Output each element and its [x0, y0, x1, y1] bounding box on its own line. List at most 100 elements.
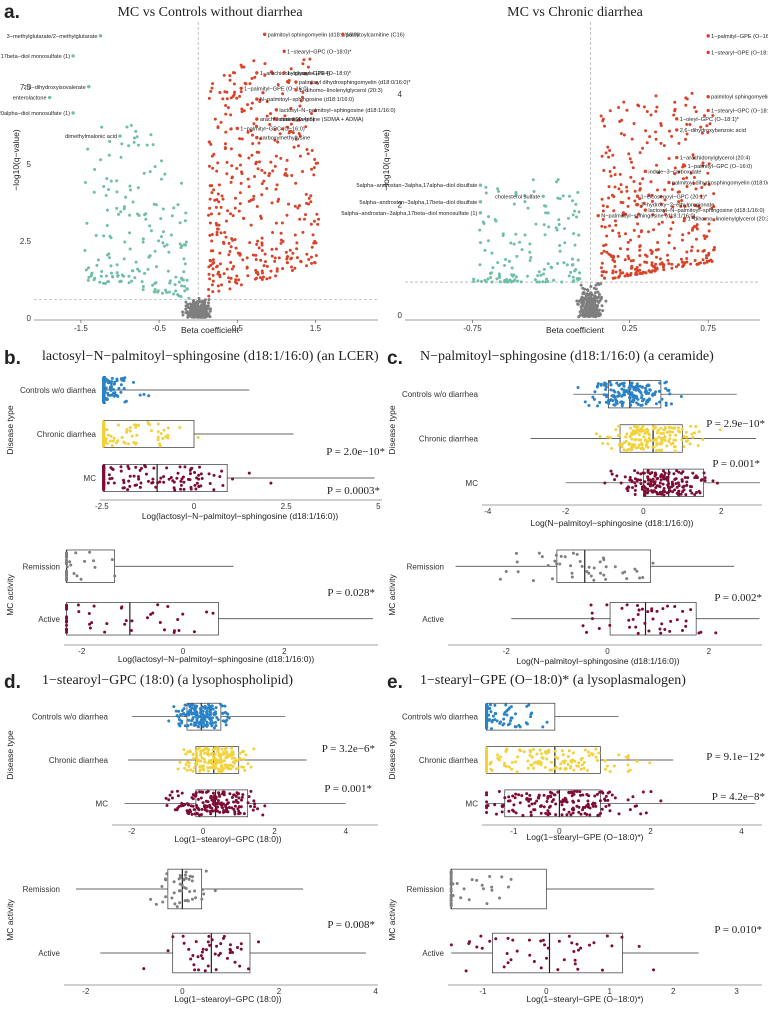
c1-point	[662, 493, 666, 497]
d2-point	[202, 892, 206, 896]
volcano2-point	[688, 123, 692, 127]
e1-point	[580, 763, 584, 767]
volcano1-point	[141, 284, 145, 288]
volcano2-point	[642, 201, 646, 205]
volcano1-point	[140, 280, 144, 284]
volcano1-point-label: enterolactone	[13, 96, 47, 102]
d1-point	[232, 793, 236, 797]
c1-point	[608, 380, 612, 384]
volcano2-point	[627, 152, 631, 156]
volcano2-point	[600, 251, 604, 255]
volcano1-point	[304, 192, 308, 196]
e2-point	[541, 938, 545, 942]
volcano2-point	[645, 141, 649, 145]
c1-point	[698, 491, 702, 495]
d1-point	[220, 765, 224, 769]
c1-point	[659, 426, 663, 430]
volcano1-point	[226, 106, 230, 110]
b1-point	[152, 466, 156, 470]
c1-point	[627, 392, 631, 396]
c1-point	[617, 392, 621, 396]
e1-point	[485, 719, 489, 723]
c1-point	[625, 432, 629, 436]
b1-point	[132, 380, 136, 384]
b1-point	[109, 382, 113, 386]
d1-point	[214, 712, 218, 716]
e1-point	[485, 704, 489, 708]
volcano1-point	[240, 137, 244, 141]
c1-point	[635, 385, 639, 389]
c1-point	[680, 438, 684, 442]
volcano2-point	[537, 280, 541, 284]
c1-point	[630, 479, 634, 483]
c1-point	[633, 469, 637, 473]
b1-point	[108, 477, 112, 481]
c2-point	[650, 607, 654, 611]
volcano2-point	[670, 134, 674, 138]
d1-point	[220, 747, 224, 751]
e2-point	[480, 883, 484, 887]
volcano1-labelled-point	[282, 49, 286, 53]
volcano2-point	[712, 248, 716, 252]
volcano1-point	[229, 147, 233, 151]
volcano2-point	[707, 229, 711, 233]
volcano1-point	[217, 183, 221, 187]
volcano2-point	[547, 225, 551, 229]
c1-point	[617, 384, 621, 388]
volcano1-labelled-point	[255, 97, 259, 101]
volcano2-point	[647, 269, 651, 273]
d2-point	[188, 874, 192, 878]
e1-point	[573, 759, 577, 763]
volcano1-point	[137, 213, 141, 217]
e1-point	[526, 759, 530, 763]
volcano2-point	[478, 228, 482, 232]
c1-point	[616, 433, 620, 437]
d2-x-tick-label: 4	[373, 987, 378, 996]
c1-point	[655, 484, 659, 488]
b1-point	[207, 472, 211, 476]
c2-point	[646, 610, 650, 614]
d1-point	[221, 711, 225, 715]
volcano1-point	[193, 308, 197, 312]
volcano1-point	[269, 160, 273, 164]
d1-point	[195, 812, 199, 816]
d1-point	[188, 711, 192, 715]
d1-point	[183, 803, 187, 807]
c1-point	[612, 403, 616, 407]
volcano2-point	[572, 232, 576, 236]
d1-point	[178, 718, 182, 722]
d1-point	[190, 812, 194, 816]
b1-point	[122, 478, 126, 482]
e2-point	[490, 885, 494, 889]
volcano1-point	[290, 268, 294, 272]
c1-point	[703, 479, 707, 483]
volcano1-point-label: palmitoyl sphingomyelin (d18:1/16:0)	[268, 32, 359, 38]
volcano2-point	[594, 287, 598, 291]
volcano1-point-label: 1−palmityl−GPC (O−16:0)	[240, 126, 305, 132]
volcano1-point	[102, 234, 106, 238]
volcano1-point	[106, 188, 110, 192]
b1-point	[120, 435, 124, 439]
c1-point	[653, 474, 657, 478]
c1-point	[693, 493, 697, 497]
c2-point	[570, 571, 574, 575]
volcano1-point	[107, 256, 111, 260]
e1-point	[493, 718, 497, 722]
volcano2-point	[558, 249, 562, 253]
volcano1-point	[196, 304, 200, 308]
e1-point	[549, 795, 553, 799]
volcano1-point	[265, 277, 269, 281]
volcano2-point	[712, 192, 716, 196]
e1-point	[489, 710, 493, 714]
c1-box	[608, 380, 662, 409]
volcano2-point	[638, 182, 642, 186]
volcano2-point	[631, 166, 635, 170]
e1-point	[558, 767, 562, 771]
volcano2-point	[672, 113, 676, 117]
d2-point	[225, 956, 229, 960]
volcano2-point	[600, 270, 604, 274]
volcano1-point	[229, 113, 233, 117]
e1-point	[563, 766, 567, 770]
volcano1-point-label: 1−palmityl−GPE (O−16:0)	[244, 86, 308, 92]
